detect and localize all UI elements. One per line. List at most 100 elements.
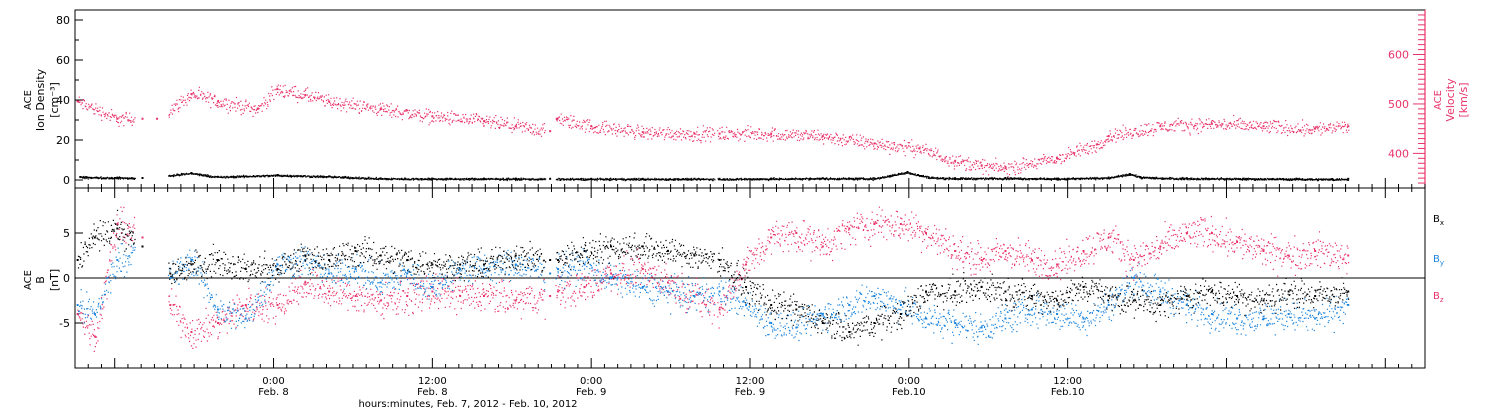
velocity-point bbox=[1262, 125, 1265, 128]
by-series bbox=[76, 243, 1350, 345]
bx-point bbox=[718, 259, 721, 261]
bx-point bbox=[244, 268, 247, 270]
top-panel: 0 20 40 60 80 400 500 600 bbox=[56, 9, 1426, 189]
bz-point bbox=[379, 299, 382, 302]
bz-point bbox=[1287, 254, 1290, 257]
bx-series bbox=[76, 209, 1350, 346]
bz-point bbox=[821, 245, 824, 248]
by-point bbox=[557, 268, 560, 270]
x-tick-date-label: Feb. 9 bbox=[576, 387, 606, 398]
bz-point bbox=[328, 290, 331, 293]
bx-point bbox=[93, 236, 96, 239]
bz-point bbox=[216, 322, 219, 324]
bz-point bbox=[482, 295, 485, 297]
top-left-ylabel-line3: [cm⁻³] bbox=[48, 82, 61, 118]
legend-bx: Bx bbox=[1433, 214, 1444, 227]
by-point bbox=[216, 308, 219, 311]
x-tick-time-label: 12:00 bbox=[1053, 376, 1082, 387]
by-point bbox=[116, 259, 119, 261]
top-left-ytick-label: 60 bbox=[56, 54, 70, 67]
bz-point bbox=[718, 308, 721, 311]
bx-point bbox=[899, 313, 902, 315]
by-point bbox=[821, 313, 824, 315]
bz-point bbox=[1347, 254, 1350, 257]
by-point bbox=[795, 326, 798, 329]
bx-point bbox=[169, 272, 172, 275]
bz-point bbox=[770, 236, 773, 239]
top-right-ytick-label: 500 bbox=[1388, 98, 1409, 111]
by-point bbox=[1056, 313, 1059, 315]
x-tick-date-label: Feb. 8 bbox=[417, 387, 447, 398]
bz-series bbox=[76, 206, 1350, 352]
bottom-ylabel-line3: [nT] bbox=[48, 269, 61, 291]
bottom-ylabel-line1: ACE bbox=[23, 270, 34, 290]
bx-point bbox=[745, 286, 748, 288]
by-point bbox=[169, 277, 172, 279]
bz-scatter bbox=[77, 206, 1350, 352]
velocity-point bbox=[954, 159, 957, 162]
by-scatter bbox=[78, 243, 1349, 345]
bz-point bbox=[848, 227, 851, 230]
by-point bbox=[610, 277, 613, 279]
bz-point bbox=[1159, 245, 1162, 248]
by-point bbox=[954, 322, 957, 324]
velocity-point bbox=[431, 115, 434, 118]
velocity-point bbox=[190, 93, 193, 96]
bz-point bbox=[431, 290, 434, 293]
by-point bbox=[1082, 317, 1085, 320]
velocity-point bbox=[482, 120, 485, 123]
bz-point bbox=[873, 223, 876, 225]
bz-point bbox=[549, 295, 552, 297]
x-tick-time-label: 12:00 bbox=[736, 376, 765, 387]
bz-point bbox=[1030, 259, 1033, 261]
bx-point bbox=[514, 254, 517, 257]
x-tick-time-label: 0:00 bbox=[898, 376, 920, 387]
by-point bbox=[925, 317, 928, 320]
bx-point bbox=[610, 245, 613, 248]
x-axis-title: hours:minutes, Feb. 7, 2012 - Feb. 10, 2… bbox=[358, 399, 577, 410]
top-left-ytick-label: 20 bbox=[56, 134, 70, 147]
bz-point bbox=[76, 313, 79, 315]
bz-point bbox=[406, 295, 409, 297]
bx-point bbox=[1347, 290, 1350, 293]
density-point bbox=[906, 171, 909, 173]
velocity-point bbox=[116, 117, 119, 120]
bottom-ylabel-line2: B bbox=[34, 276, 47, 284]
top-left-ytick-label: 80 bbox=[56, 14, 70, 27]
velocity-point bbox=[718, 132, 721, 135]
bx-point bbox=[459, 263, 462, 266]
by-point bbox=[1347, 304, 1350, 306]
velocity-point bbox=[980, 164, 983, 167]
top-left-ylabel-line2: Ion Density bbox=[34, 68, 47, 131]
bx-point bbox=[925, 290, 928, 293]
bz-point bbox=[1210, 232, 1213, 234]
bz-point bbox=[93, 335, 96, 338]
top-left-ylabel-line1: ACE bbox=[23, 90, 34, 110]
bz-point bbox=[899, 223, 902, 225]
bx-point bbox=[190, 263, 193, 266]
x-tick-date-label: Feb. 8 bbox=[258, 387, 288, 398]
bx-point bbox=[482, 263, 485, 266]
bx-point bbox=[821, 322, 824, 324]
by-point bbox=[718, 290, 721, 293]
legend-bz: Bz bbox=[1433, 291, 1444, 304]
x-tick-time-label: 0:00 bbox=[262, 376, 284, 387]
velocity-point bbox=[276, 88, 279, 91]
by-point bbox=[745, 304, 748, 306]
by-point bbox=[980, 326, 983, 329]
bz-point bbox=[116, 223, 119, 225]
bx-point bbox=[848, 331, 851, 333]
top-left-ytick-label: 0 bbox=[63, 174, 70, 187]
bz-point bbox=[980, 259, 983, 261]
bx-point bbox=[1210, 290, 1213, 293]
density-series bbox=[79, 171, 1350, 182]
bx-point bbox=[549, 259, 552, 261]
bz-point bbox=[141, 236, 144, 239]
bx-point bbox=[116, 227, 119, 230]
velocity-point bbox=[1210, 122, 1213, 125]
velocity-point bbox=[641, 131, 644, 134]
by-point bbox=[459, 268, 462, 270]
by-point bbox=[899, 304, 902, 306]
velocity-point bbox=[76, 100, 79, 103]
bx-point bbox=[1159, 304, 1162, 306]
